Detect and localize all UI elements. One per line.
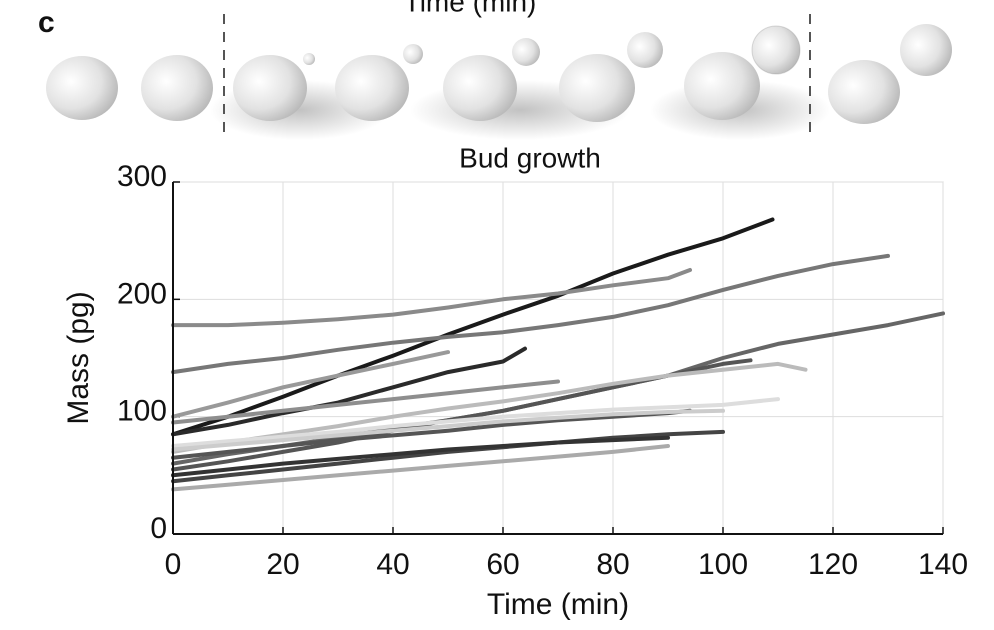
plot: 0 20 40 60 80 100 120 140 0 100 200 300 (117, 160, 968, 581)
x-tick-label: 120 (808, 548, 858, 581)
x-tick-label: 60 (486, 548, 519, 581)
cell-illustration (46, 14, 952, 140)
x-tick-label: 100 (698, 548, 748, 581)
data-line (171, 350, 450, 419)
data-line (171, 253, 890, 375)
x-tick-label: 0 (165, 548, 182, 581)
data-line (171, 361, 808, 454)
y-tick-label: 300 (117, 160, 167, 193)
y-tick-label: 0 (150, 512, 167, 545)
x-axis-label: Time (min) (487, 588, 629, 621)
data-line (171, 397, 780, 448)
plot-area (172, 181, 944, 535)
chart-title: Bud growth (459, 142, 601, 173)
data-line (171, 346, 527, 437)
data-line (171, 435, 670, 478)
data-line (171, 408, 725, 452)
y-tick-label: 200 (117, 277, 167, 310)
y-tick-label: 100 (117, 395, 167, 428)
x-tick-label: 20 (266, 548, 299, 581)
data-line (171, 429, 725, 484)
top-label: Time (min) (404, 0, 537, 17)
panel-label: c (38, 6, 55, 39)
x-tick-label: 140 (918, 548, 968, 581)
data-line (171, 217, 775, 437)
y-axis-label: Mass (pg) (62, 291, 95, 424)
x-tick-label: 40 (376, 548, 409, 581)
data-line (171, 444, 670, 492)
x-tick-label: 80 (596, 548, 629, 581)
data-line (171, 268, 692, 328)
data-line (171, 379, 560, 425)
